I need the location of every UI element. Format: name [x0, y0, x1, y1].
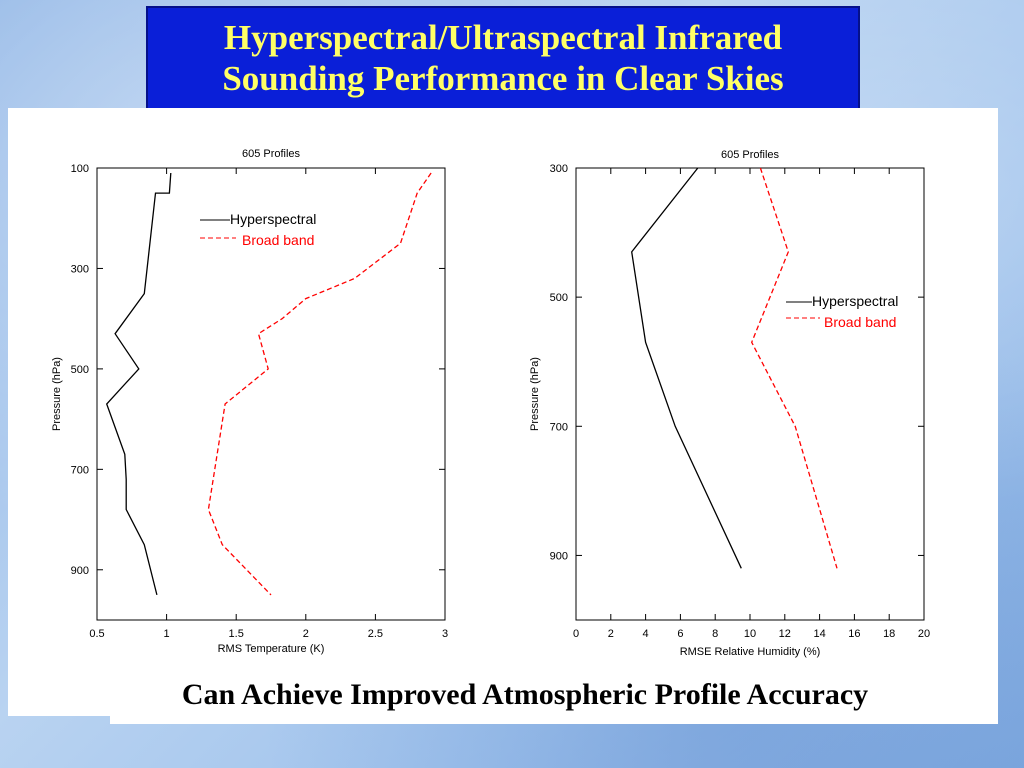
x-tick-label: 10: [744, 628, 756, 640]
x-tick-label: 1: [164, 628, 170, 640]
y-axis-label: Pressure (hPa): [529, 357, 541, 431]
chart-title: 605 Profiles: [721, 149, 780, 161]
x-tick-label: 18: [883, 628, 895, 640]
x-tick-label: 14: [813, 628, 825, 640]
x-tick-label: 12: [779, 628, 791, 640]
x-tick-label: 2: [608, 628, 614, 640]
x-tick-label: 3: [442, 628, 448, 640]
chart-temperature: 605 Profiles RMS Temperature (K) Pressur…: [51, 148, 448, 655]
x-tick-label: 4: [643, 628, 649, 640]
legend-label-broad-band: Broad band: [824, 314, 896, 330]
plot-frame: [96, 167, 446, 621]
series-group: [631, 167, 838, 569]
series-line-broad-band: [750, 167, 838, 569]
x-tick-label: 2.5: [368, 628, 383, 640]
slide-caption: Can Achieve Improved Atmospheric Profile…: [181, 678, 869, 711]
x-tick-label: 6: [677, 628, 683, 640]
series-line-hyperspectral: [631, 167, 742, 569]
y-tick-label: 700: [71, 464, 89, 476]
chart-title: 605 Profiles: [242, 148, 301, 160]
x-tick-label: 0: [573, 628, 579, 640]
y-tick-label: 100: [71, 163, 89, 175]
slide-title-box: Hyperspectral/Ultraspectral Infrared Sou…: [146, 6, 860, 110]
figure-panel: [8, 108, 998, 716]
tick-group: 0 2 4 6 8 10 12 14 16 18 20 300 500 700 900: [550, 163, 930, 640]
slide-title-line-1: Hyperspectral/Ultraspectral Infrared: [223, 18, 783, 57]
x-tick-label: 0.5: [89, 628, 104, 640]
slide-title-line-2: Sounding Performance in Clear Skies: [222, 59, 784, 98]
y-tick-label: 900: [71, 565, 89, 577]
y-axis-label: Pressure (hPa): [51, 357, 63, 431]
x-tick-label: 8: [712, 628, 718, 640]
legend-label-hyperspectral: Hyperspectral: [812, 293, 898, 309]
y-tick-label: 300: [71, 263, 89, 275]
chart-humidity: 605 Profiles RMSE Relative Humidity (%) …: [529, 149, 930, 658]
tick-group: 0.5 1 1.5 2 2.5 3 100 300 500 700 900: [71, 163, 448, 640]
caption-panel: [110, 670, 998, 724]
plot-frame: [575, 167, 925, 621]
x-tick-label: 16: [848, 628, 860, 640]
series-line-hyperspectral: [105, 172, 172, 596]
x-axis-label: RMSE Relative Humidity (%): [680, 646, 821, 658]
x-tick-label: 2: [303, 628, 309, 640]
x-axis-label: RMS Temperature (K): [218, 643, 325, 655]
y-tick-label: 500: [550, 292, 568, 304]
series-group: [105, 172, 432, 596]
legend-label-broad-band: Broad band: [242, 232, 314, 248]
x-tick-label: 20: [918, 628, 930, 640]
legend-label-hyperspectral: Hyperspectral: [230, 211, 316, 227]
series-line-broad-band: [207, 172, 432, 596]
x-tick-label: 1.5: [229, 628, 244, 640]
y-tick-label: 300: [550, 163, 568, 175]
y-tick-label: 500: [71, 364, 89, 376]
y-tick-label: 700: [550, 421, 568, 433]
y-tick-label: 900: [550, 550, 568, 562]
